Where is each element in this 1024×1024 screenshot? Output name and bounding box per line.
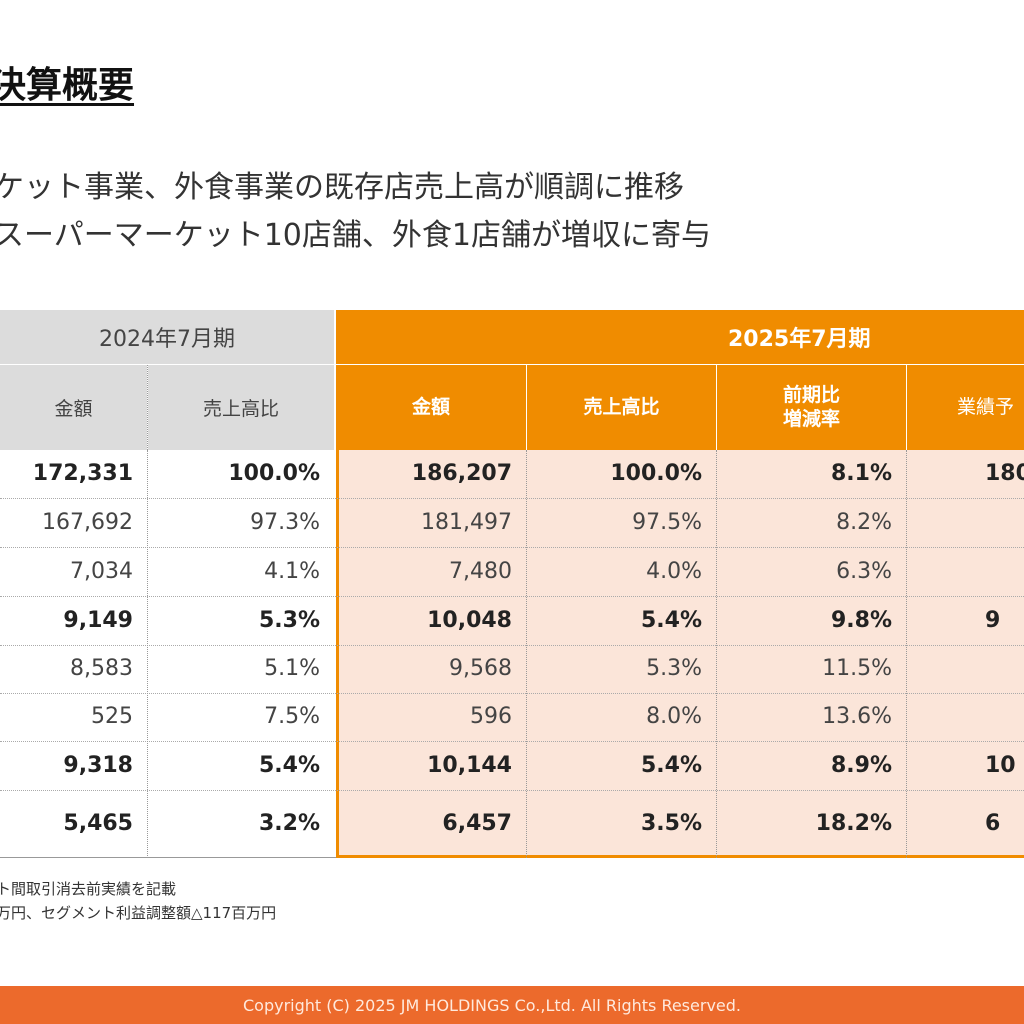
- subheader-forecast-label: 業績予: [957, 395, 1015, 418]
- table-cell-prev-amount: 8,583: [70, 656, 133, 681]
- table-cell-curr-amount: 6,457: [442, 811, 512, 836]
- table-cell-curr-amount: 181,497: [421, 510, 512, 535]
- footer: Copyright (C) 2025 JM HOLDINGS Co.,Ltd. …: [0, 986, 1024, 1024]
- table-cell-yoy: 8.1%: [830, 461, 892, 486]
- subheader-curr-ratio-label: 売上高比: [583, 395, 660, 418]
- table-cell-curr-amount: 186,207: [411, 461, 512, 486]
- table-cell-yoy: 8.2%: [836, 510, 892, 535]
- table-cell-curr-amount: 7,480: [449, 559, 512, 584]
- bullet-2: スーパーマーケット10店舗、外食1店舗が増収に寄与: [0, 218, 711, 253]
- divider: [147, 365, 148, 450]
- column-divider: [906, 450, 907, 858]
- table-cell-prev-ratio: 97.3%: [250, 510, 320, 535]
- row-divider: [0, 547, 1024, 548]
- row-divider: [0, 596, 1024, 597]
- row-divider: [0, 741, 1024, 742]
- divider: [526, 365, 527, 450]
- column-divider: [147, 450, 148, 858]
- row-divider: [0, 693, 1024, 694]
- table-cell-forecast: 9: [985, 608, 1001, 633]
- table-cell-curr-ratio: 4.0%: [646, 559, 702, 584]
- table-cell-forecast: 6: [985, 811, 1001, 836]
- table-cell-curr-amount: 9,568: [449, 656, 512, 681]
- table-cell-yoy: 18.2%: [815, 811, 892, 836]
- table-cell-forecast: [907, 547, 1024, 596]
- note-2: 万円、セグメント利益調整額△117百万円: [0, 904, 277, 922]
- table-cell-prev-amount: 7,034: [70, 559, 133, 584]
- table-cell-curr-ratio: 5.4%: [640, 753, 702, 778]
- subheader-yoy-label: 前期比 増減率: [782, 383, 840, 430]
- table-cell-prev-ratio: 7.5%: [264, 704, 320, 729]
- table-cell-prev-ratio: 5.1%: [264, 656, 320, 681]
- table-cell-yoy: 9.8%: [830, 608, 892, 633]
- table-cell-prev-ratio: 100.0%: [228, 461, 320, 486]
- table-cell-curr-ratio: 5.4%: [640, 608, 702, 633]
- table-cell-curr-ratio: 100.0%: [610, 461, 702, 486]
- period-header-2024: 2024年7月期: [0, 310, 334, 364]
- table-cell-yoy: 6.3%: [836, 559, 892, 584]
- table-bottom-border: [0, 857, 336, 858]
- period-header-2025-label: 2025年7月期: [728, 327, 871, 352]
- table-cell-prev-amount: 167,692: [42, 510, 133, 535]
- table-cell-curr-ratio: 3.5%: [640, 811, 702, 836]
- subheader-curr-ratio: 売上高比: [527, 365, 716, 450]
- page-title: 決算概要: [0, 65, 135, 106]
- divider: [716, 365, 717, 450]
- table-cell-curr-amount: 10,144: [427, 753, 512, 778]
- subheader-prev-amount-label: 金額: [54, 398, 93, 420]
- table-cell-forecast: 10: [985, 753, 1016, 778]
- table-cell-prev-ratio: 4.1%: [264, 559, 320, 584]
- table-cell-prev-ratio: 5.3%: [258, 608, 320, 633]
- bullet-1: ケット事業、外食事業の既存店売上高が順調に推移: [0, 170, 684, 205]
- subheader-yoy: 前期比 増減率: [717, 365, 906, 450]
- period-header-2025: 2025年7月期: [336, 310, 1024, 364]
- divider: [906, 365, 907, 450]
- table-cell-curr-ratio: 5.3%: [646, 656, 702, 681]
- table-cell-yoy: 13.6%: [822, 704, 892, 729]
- table-cell-forecast: [907, 498, 1024, 547]
- table-cell-yoy: 11.5%: [822, 656, 892, 681]
- table-cell-forecast: 180: [985, 461, 1024, 486]
- table-cell-prev-amount: 5,465: [63, 811, 133, 836]
- row-divider: [0, 498, 1024, 499]
- table-cell-curr-ratio: 8.0%: [646, 704, 702, 729]
- table-cell-prev-ratio: 5.4%: [258, 753, 320, 778]
- subheader-curr-amount-label: 金額: [411, 395, 450, 418]
- table-cell-curr-ratio: 97.5%: [632, 510, 702, 535]
- row-divider: [0, 645, 1024, 646]
- subheader-curr-amount: 金額: [336, 365, 526, 450]
- table-cell-forecast: [907, 693, 1024, 741]
- table-cell-yoy: 8.9%: [830, 753, 892, 778]
- table-cell-prev-amount: 9,149: [63, 608, 133, 633]
- subheader-prev-amount: 金額: [0, 365, 147, 450]
- table-cell-curr-amount: 10,048: [427, 608, 512, 633]
- subheader-forecast: 業績予: [907, 365, 1024, 450]
- table-cell-forecast: [907, 645, 1024, 693]
- column-divider: [716, 450, 717, 858]
- copyright-text: Copyright (C) 2025 JM HOLDINGS Co.,Ltd. …: [242, 995, 741, 1015]
- table-cell-prev-ratio: 3.2%: [258, 811, 320, 836]
- subheader-prev-ratio-label: 売上高比: [202, 398, 279, 420]
- subheader-prev-ratio: 売上高比: [148, 365, 334, 450]
- table-cell-curr-amount: 596: [470, 704, 512, 729]
- note-1: ト間取引消去前実績を記載: [0, 880, 177, 898]
- table-cell-prev-amount: 172,331: [32, 461, 133, 486]
- table-cell-prev-amount: 525: [91, 704, 133, 729]
- period-header-2024-label: 2024年7月期: [99, 327, 235, 352]
- row-divider: [0, 790, 1024, 791]
- table-cell-prev-amount: 9,318: [63, 753, 133, 778]
- column-divider: [526, 450, 527, 858]
